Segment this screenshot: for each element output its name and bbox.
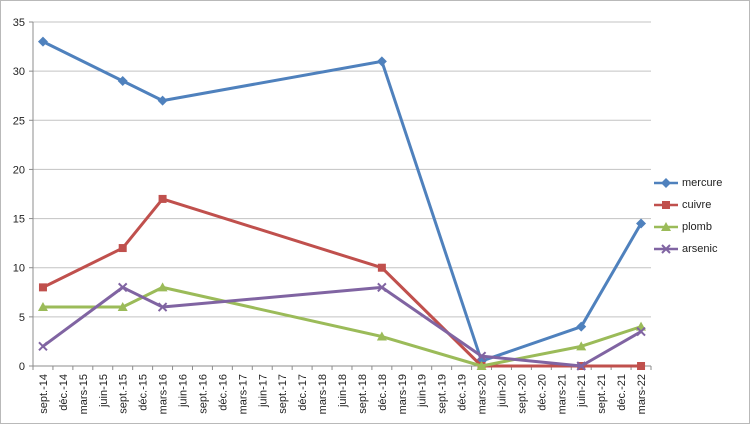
square-marker-icon — [377, 263, 386, 272]
triangle-marker-icon — [576, 341, 587, 351]
x-axis-label: juin-21 — [576, 374, 588, 408]
y-axis-label: 10 — [13, 263, 25, 275]
y-axis-label: 35 — [13, 17, 25, 29]
square-marker-icon — [662, 201, 670, 209]
legend-label: mercure — [682, 177, 723, 189]
series-cuivre — [38, 194, 646, 370]
legend-key-x-icon — [654, 244, 678, 254]
x-axis-label: déc.-19 — [457, 374, 469, 411]
triangle-marker-icon — [157, 282, 168, 292]
x-axis-label: déc.-16 — [217, 374, 229, 411]
x-axis-label: déc.-21 — [616, 374, 628, 411]
triangle-marker-icon — [376, 331, 387, 341]
x-axis-label: déc.-20 — [536, 374, 548, 411]
x-marker-icon — [38, 341, 48, 352]
x-axis-label: mars-18 — [317, 374, 329, 414]
x-marker-icon — [576, 361, 586, 371]
diamond-marker-icon — [661, 178, 671, 188]
legend-label: cuivre — [682, 199, 712, 211]
y-axis-label: 0 — [19, 361, 25, 373]
series-mercure — [37, 36, 647, 367]
x-axis-label: juin-15 — [98, 374, 110, 408]
x-marker-icon — [118, 282, 128, 293]
x-axis-label: déc.-18 — [377, 374, 389, 411]
x-axis-label: mars-19 — [397, 374, 409, 414]
legend-item-cuivre[interactable]: cuivre — [654, 194, 722, 216]
x-axis-label: juin-19 — [417, 374, 429, 408]
diamond-marker-icon — [37, 36, 48, 47]
legend-label: arsenic — [682, 243, 718, 255]
square-marker-icon — [637, 362, 646, 370]
square-marker-icon — [118, 244, 127, 253]
diamond-marker-icon — [157, 95, 168, 106]
x-axis-label: déc.-15 — [138, 374, 150, 411]
legend-item-arsenic[interactable]: arsenic — [654, 238, 722, 260]
x-axis-label: mars-22 — [636, 374, 648, 414]
triangle-marker-icon — [476, 361, 487, 370]
x-axis-label: mars-16 — [158, 374, 170, 414]
x-axis-label: sept.-14 — [38, 374, 50, 414]
legend-item-plomb[interactable]: plomb — [654, 216, 722, 238]
square-marker-icon — [158, 194, 167, 203]
series-arsenic — [38, 282, 646, 371]
y-axis-label: 15 — [13, 214, 25, 226]
diamond-marker-icon — [636, 218, 647, 229]
x-axis-label: sept.-15 — [118, 374, 130, 414]
legend-key-square-icon — [654, 201, 678, 209]
x-marker-icon — [157, 302, 168, 312]
x-axis-label: juin-17 — [257, 374, 269, 408]
y-axis-label: 25 — [13, 115, 25, 127]
legend-item-mercure[interactable]: mercure — [654, 172, 722, 194]
series-line-mercure — [41, 40, 643, 363]
x-axis-label: sept.-19 — [437, 374, 449, 414]
x-marker-icon — [636, 326, 646, 337]
x-marker-icon — [377, 282, 387, 293]
x-axis-label: juin-18 — [337, 374, 349, 408]
chart-legend: mercure cuivre plomb arsenic — [654, 172, 722, 260]
series-plomb — [37, 282, 647, 370]
triangle-marker-icon — [37, 302, 48, 312]
x-axis-label: sept.-17 — [277, 374, 289, 414]
diamond-marker-icon — [117, 75, 128, 86]
x-marker-icon — [661, 244, 671, 254]
legend-key-diamond-icon — [654, 178, 678, 188]
x-axis-label: mars-20 — [477, 374, 489, 414]
x-marker-icon — [476, 351, 487, 361]
x-axis-label: déc.-17 — [297, 374, 309, 411]
legend-key-triangle-icon — [654, 222, 678, 231]
x-axis-label: sept.-21 — [596, 374, 608, 414]
diamond-marker-icon — [376, 56, 387, 67]
x-axis-label: mars-21 — [556, 374, 568, 414]
x-axis-label: déc.-14 — [58, 374, 70, 411]
series-line-plomb — [41, 285, 643, 368]
x-axis-label: sept.-20 — [516, 374, 528, 414]
y-axis-label: 30 — [13, 66, 25, 78]
y-axis-label: 5 — [19, 312, 25, 324]
square-marker-icon — [38, 283, 47, 292]
series-line-cuivre — [41, 197, 643, 368]
x-axis-label: sept.-18 — [357, 374, 369, 414]
x-axis-label: sept.-16 — [197, 374, 209, 414]
diamond-marker-icon — [576, 321, 587, 332]
x-axis-label: juin-16 — [178, 374, 190, 408]
legend-label: plomb — [682, 221, 712, 233]
triangle-marker-icon — [117, 302, 128, 312]
y-axis-label: 20 — [13, 164, 25, 176]
x-axis-label: juin-20 — [496, 374, 508, 408]
x-axis-label: mars-17 — [237, 374, 249, 414]
x-axis-label: mars-15 — [78, 374, 90, 414]
triangle-marker-icon — [661, 222, 671, 231]
